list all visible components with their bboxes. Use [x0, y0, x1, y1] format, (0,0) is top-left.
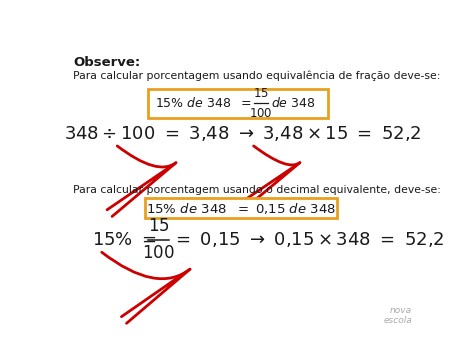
FancyBboxPatch shape — [145, 198, 337, 218]
Text: $\mathit{de}\ 348$: $\mathit{de}\ 348$ — [271, 97, 316, 110]
Text: Para calcular porcentagem usando o decimal equivalente, deve-se:: Para calcular porcentagem usando o decim… — [73, 185, 441, 195]
FancyBboxPatch shape — [148, 89, 328, 118]
Text: $15\%\ \mathit{de}\ 348\ \ =$: $15\%\ \mathit{de}\ 348\ \ =$ — [155, 97, 252, 110]
Text: $100$: $100$ — [142, 244, 175, 262]
Text: $15$: $15$ — [253, 87, 269, 100]
Text: $=\ 0{,}15\ \rightarrow\ 0{,}15\times348\ =\ 52{,}2$: $=\ 0{,}15\ \rightarrow\ 0{,}15\times348… — [173, 230, 445, 249]
Text: Observe:: Observe: — [73, 56, 140, 70]
Text: $15\%\ =$: $15\%\ =$ — [92, 231, 156, 249]
Text: nova
escola: nova escola — [383, 306, 412, 325]
Text: $100$: $100$ — [249, 106, 273, 120]
Text: $348\div100\ =\ 3{,}48\ \rightarrow\ 3{,}48\times15\ =\ 52{,}2$: $348\div100\ =\ 3{,}48\ \rightarrow\ 3{,… — [64, 124, 422, 143]
Text: $15$: $15$ — [147, 217, 169, 235]
Text: $15\%\ \mathit{de}\ 348\ \ =\ 0{,}15\ \mathit{de}\ 348$: $15\%\ \mathit{de}\ 348\ \ =\ 0{,}15\ \m… — [146, 201, 336, 215]
Text: Para calcular porcentagem usando equivalência de fração deve-se:: Para calcular porcentagem usando equival… — [73, 70, 440, 81]
